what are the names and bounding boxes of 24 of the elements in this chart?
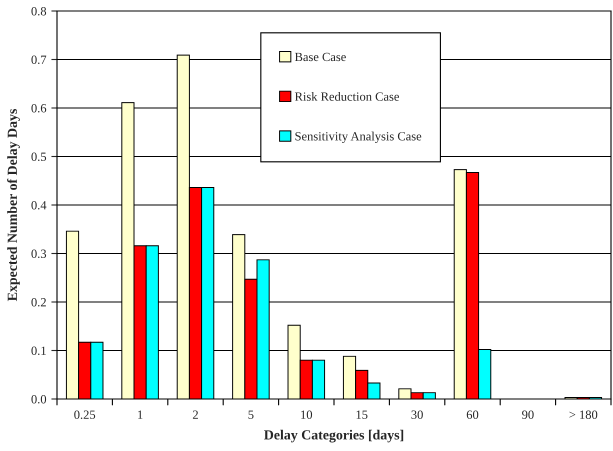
y-tick-label: 0.4 bbox=[31, 201, 46, 210]
y-tick-label: 0.3 bbox=[31, 250, 46, 258]
x-tick-label: 2 bbox=[192, 410, 198, 419]
legend-label: Risk Reduction Case bbox=[294, 92, 399, 101]
x-tick-label: 90 bbox=[522, 410, 534, 419]
y-tick-label: 0.6 bbox=[31, 104, 46, 113]
x-tick-label: 15 bbox=[356, 410, 368, 419]
x-tick-label: 1 bbox=[138, 410, 142, 419]
x-tick-label: 10 bbox=[301, 410, 312, 419]
legend-label: Base Case bbox=[294, 52, 346, 62]
x-axis-title: Delay Categories [days] bbox=[264, 430, 404, 442]
legend-label: Sensitivity Analysis Case bbox=[295, 132, 422, 144]
y-axis-title: Expected Number of Delay Days bbox=[7, 109, 20, 302]
x-tick-label: 0.25 bbox=[74, 410, 96, 419]
y-tick-label: 0.5 bbox=[31, 152, 46, 162]
y-tick-label: 0.0 bbox=[31, 395, 46, 404]
y-tick-label: 0.8 bbox=[31, 7, 46, 16]
x-tick-label: 30 bbox=[411, 410, 423, 419]
x-tick-label: 5 bbox=[248, 410, 254, 419]
y-tick-label: 0.7 bbox=[31, 56, 46, 64]
x-tick-label: 60 bbox=[466, 410, 478, 419]
y-tick-label: 0.2 bbox=[31, 298, 46, 307]
x-tick-label: > 180 bbox=[569, 410, 598, 419]
y-tick-label: 0.1 bbox=[31, 346, 46, 356]
